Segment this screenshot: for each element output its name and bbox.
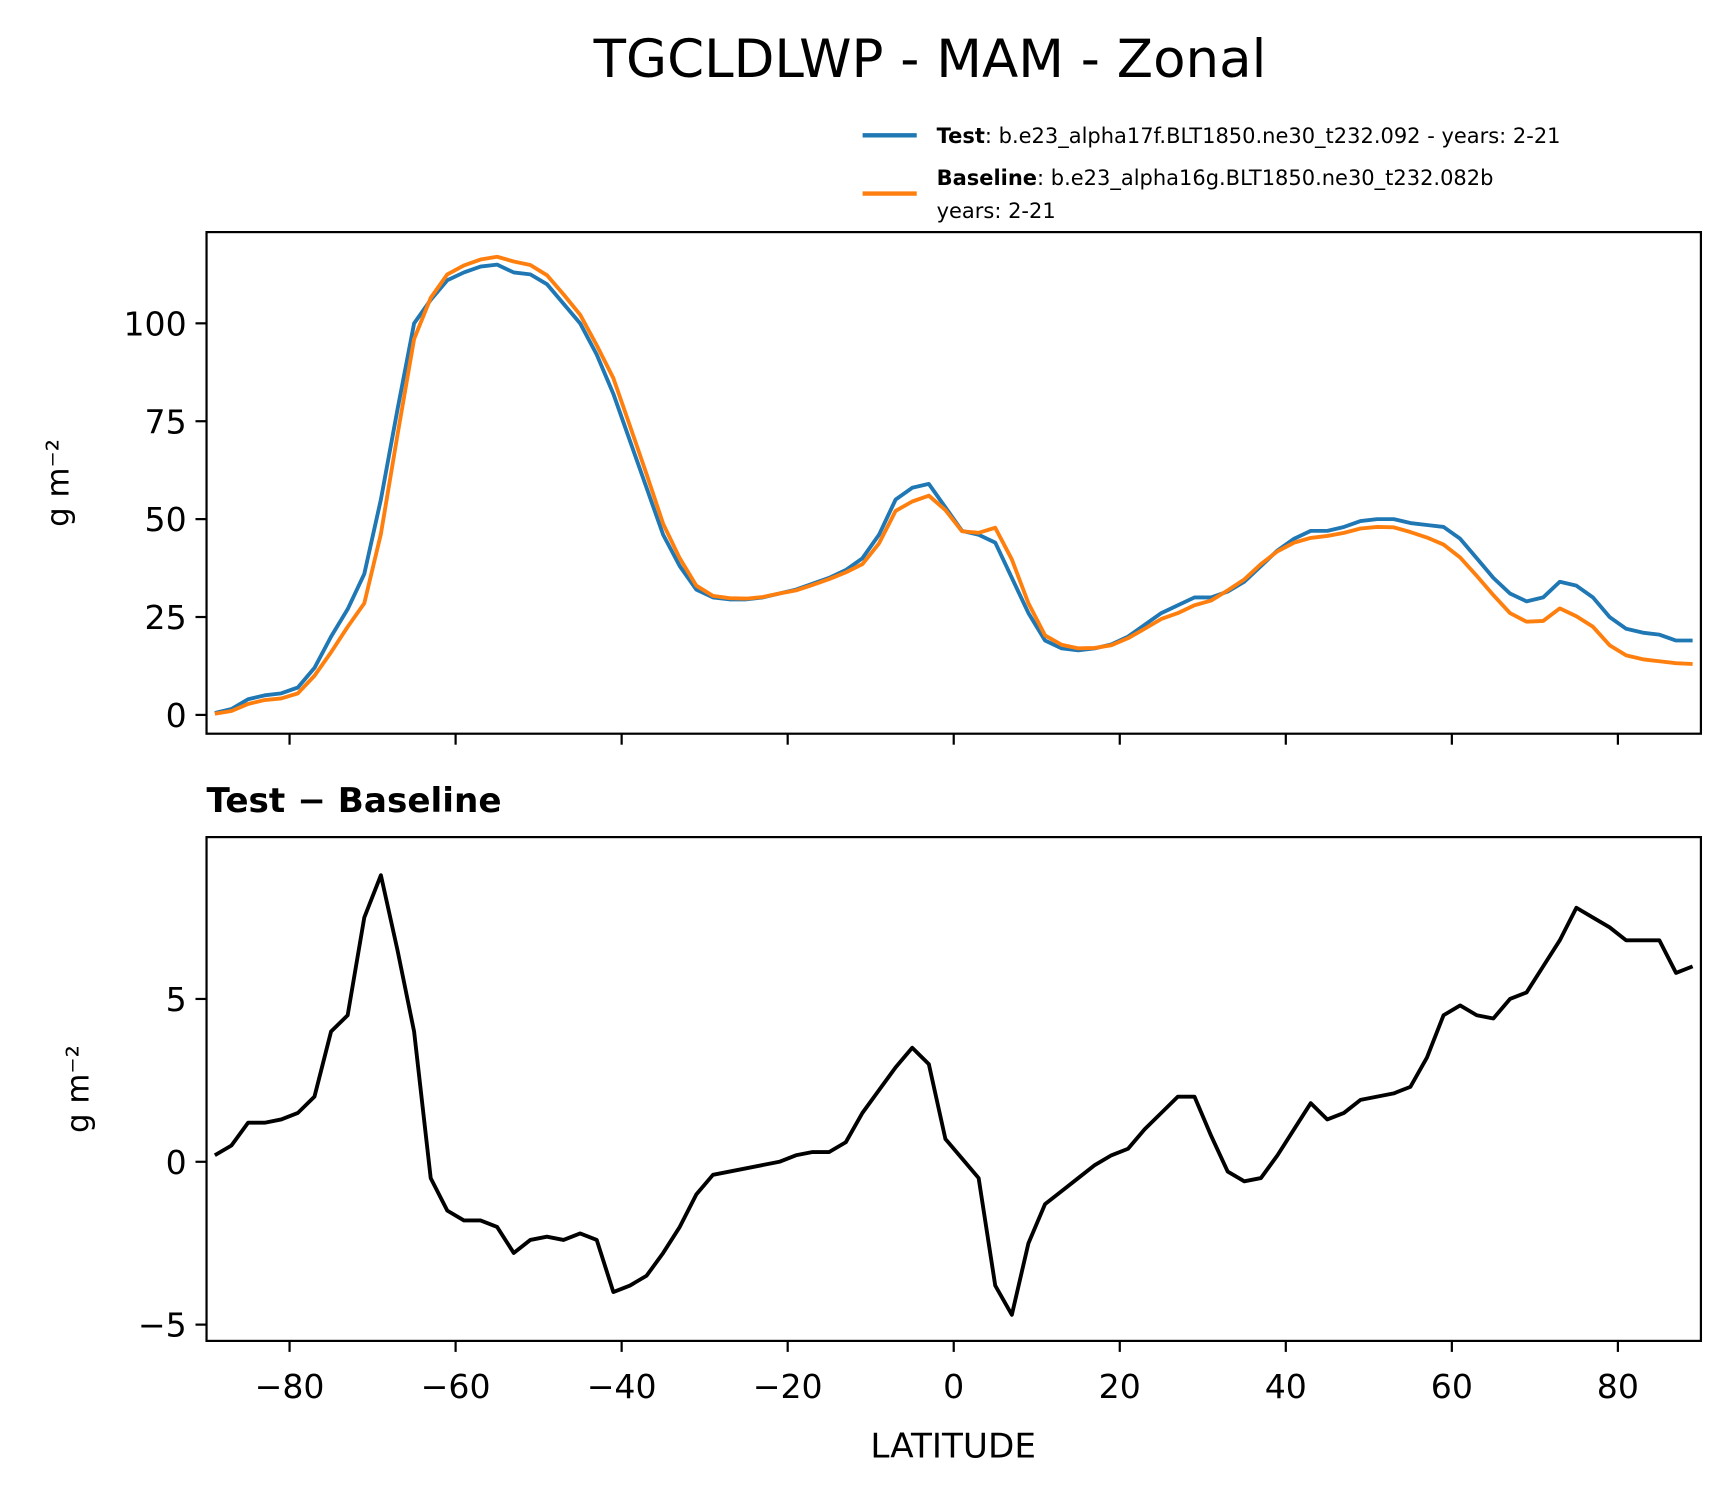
x-tick-label: 40 bbox=[1265, 1367, 1307, 1406]
legend-label: years: 2-21 bbox=[937, 199, 1056, 223]
y-axis-label: g m⁻² bbox=[60, 1045, 96, 1133]
y-tick-label: 50 bbox=[145, 500, 187, 539]
x-tick-label: −20 bbox=[753, 1367, 823, 1406]
chart-title: TGCLDLWP - MAM - Zonal bbox=[593, 29, 1267, 90]
panel: −5 0 5 −80 −60 −40 −20 0 20 40 60 80 g m⁻² bbox=[60, 836, 1703, 1406]
panel: 0 25 50 75 100 g m⁻² bbox=[40, 231, 1703, 745]
y-tick-label: 100 bbox=[123, 304, 186, 343]
panel-title: Test − Baseline bbox=[207, 781, 502, 821]
x-axis-label: LATITUDE bbox=[870, 1427, 1036, 1467]
x-tick-label: −80 bbox=[255, 1367, 325, 1406]
legend-text: : b.e23_alpha17f.BLT1850.ne30_t232.092 -… bbox=[985, 124, 1561, 148]
legend-name: Test bbox=[937, 124, 985, 148]
x-tick-label: 0 bbox=[943, 1367, 964, 1406]
x-tick-label: 60 bbox=[1431, 1367, 1473, 1406]
legend-name: Baseline bbox=[937, 166, 1037, 190]
x-tick-label: −60 bbox=[421, 1367, 491, 1406]
legend: Test: b.e23_alpha17f.BLT1850.ne30_t232.0… bbox=[862, 124, 1561, 223]
x-tick-label: 80 bbox=[1597, 1367, 1639, 1406]
legend-label: Test: b.e23_alpha17f.BLT1850.ne30_t232.0… bbox=[937, 124, 1561, 148]
y-tick-label: 75 bbox=[145, 402, 187, 441]
y-tick-label: −5 bbox=[138, 1306, 187, 1345]
series-line bbox=[213, 873, 1694, 1317]
y-tick-label: 25 bbox=[145, 598, 187, 637]
legend-text: years: 2-21 bbox=[937, 199, 1056, 223]
series-line bbox=[214, 254, 1693, 716]
legend-label: Baseline: b.e23_alpha16g.BLT1850.ne30_t2… bbox=[937, 166, 1494, 190]
x-tick-label: −40 bbox=[587, 1367, 657, 1406]
y-tick-label: 0 bbox=[166, 696, 187, 735]
y-tick-label: 0 bbox=[166, 1143, 187, 1182]
x-tick-label: 20 bbox=[1099, 1367, 1141, 1406]
y-axis-label: g m⁻² bbox=[40, 439, 76, 527]
y-tick-label: 5 bbox=[166, 980, 187, 1019]
legend-text: : b.e23_alpha16g.BLT1850.ne30_t232.082b bbox=[1037, 166, 1493, 190]
